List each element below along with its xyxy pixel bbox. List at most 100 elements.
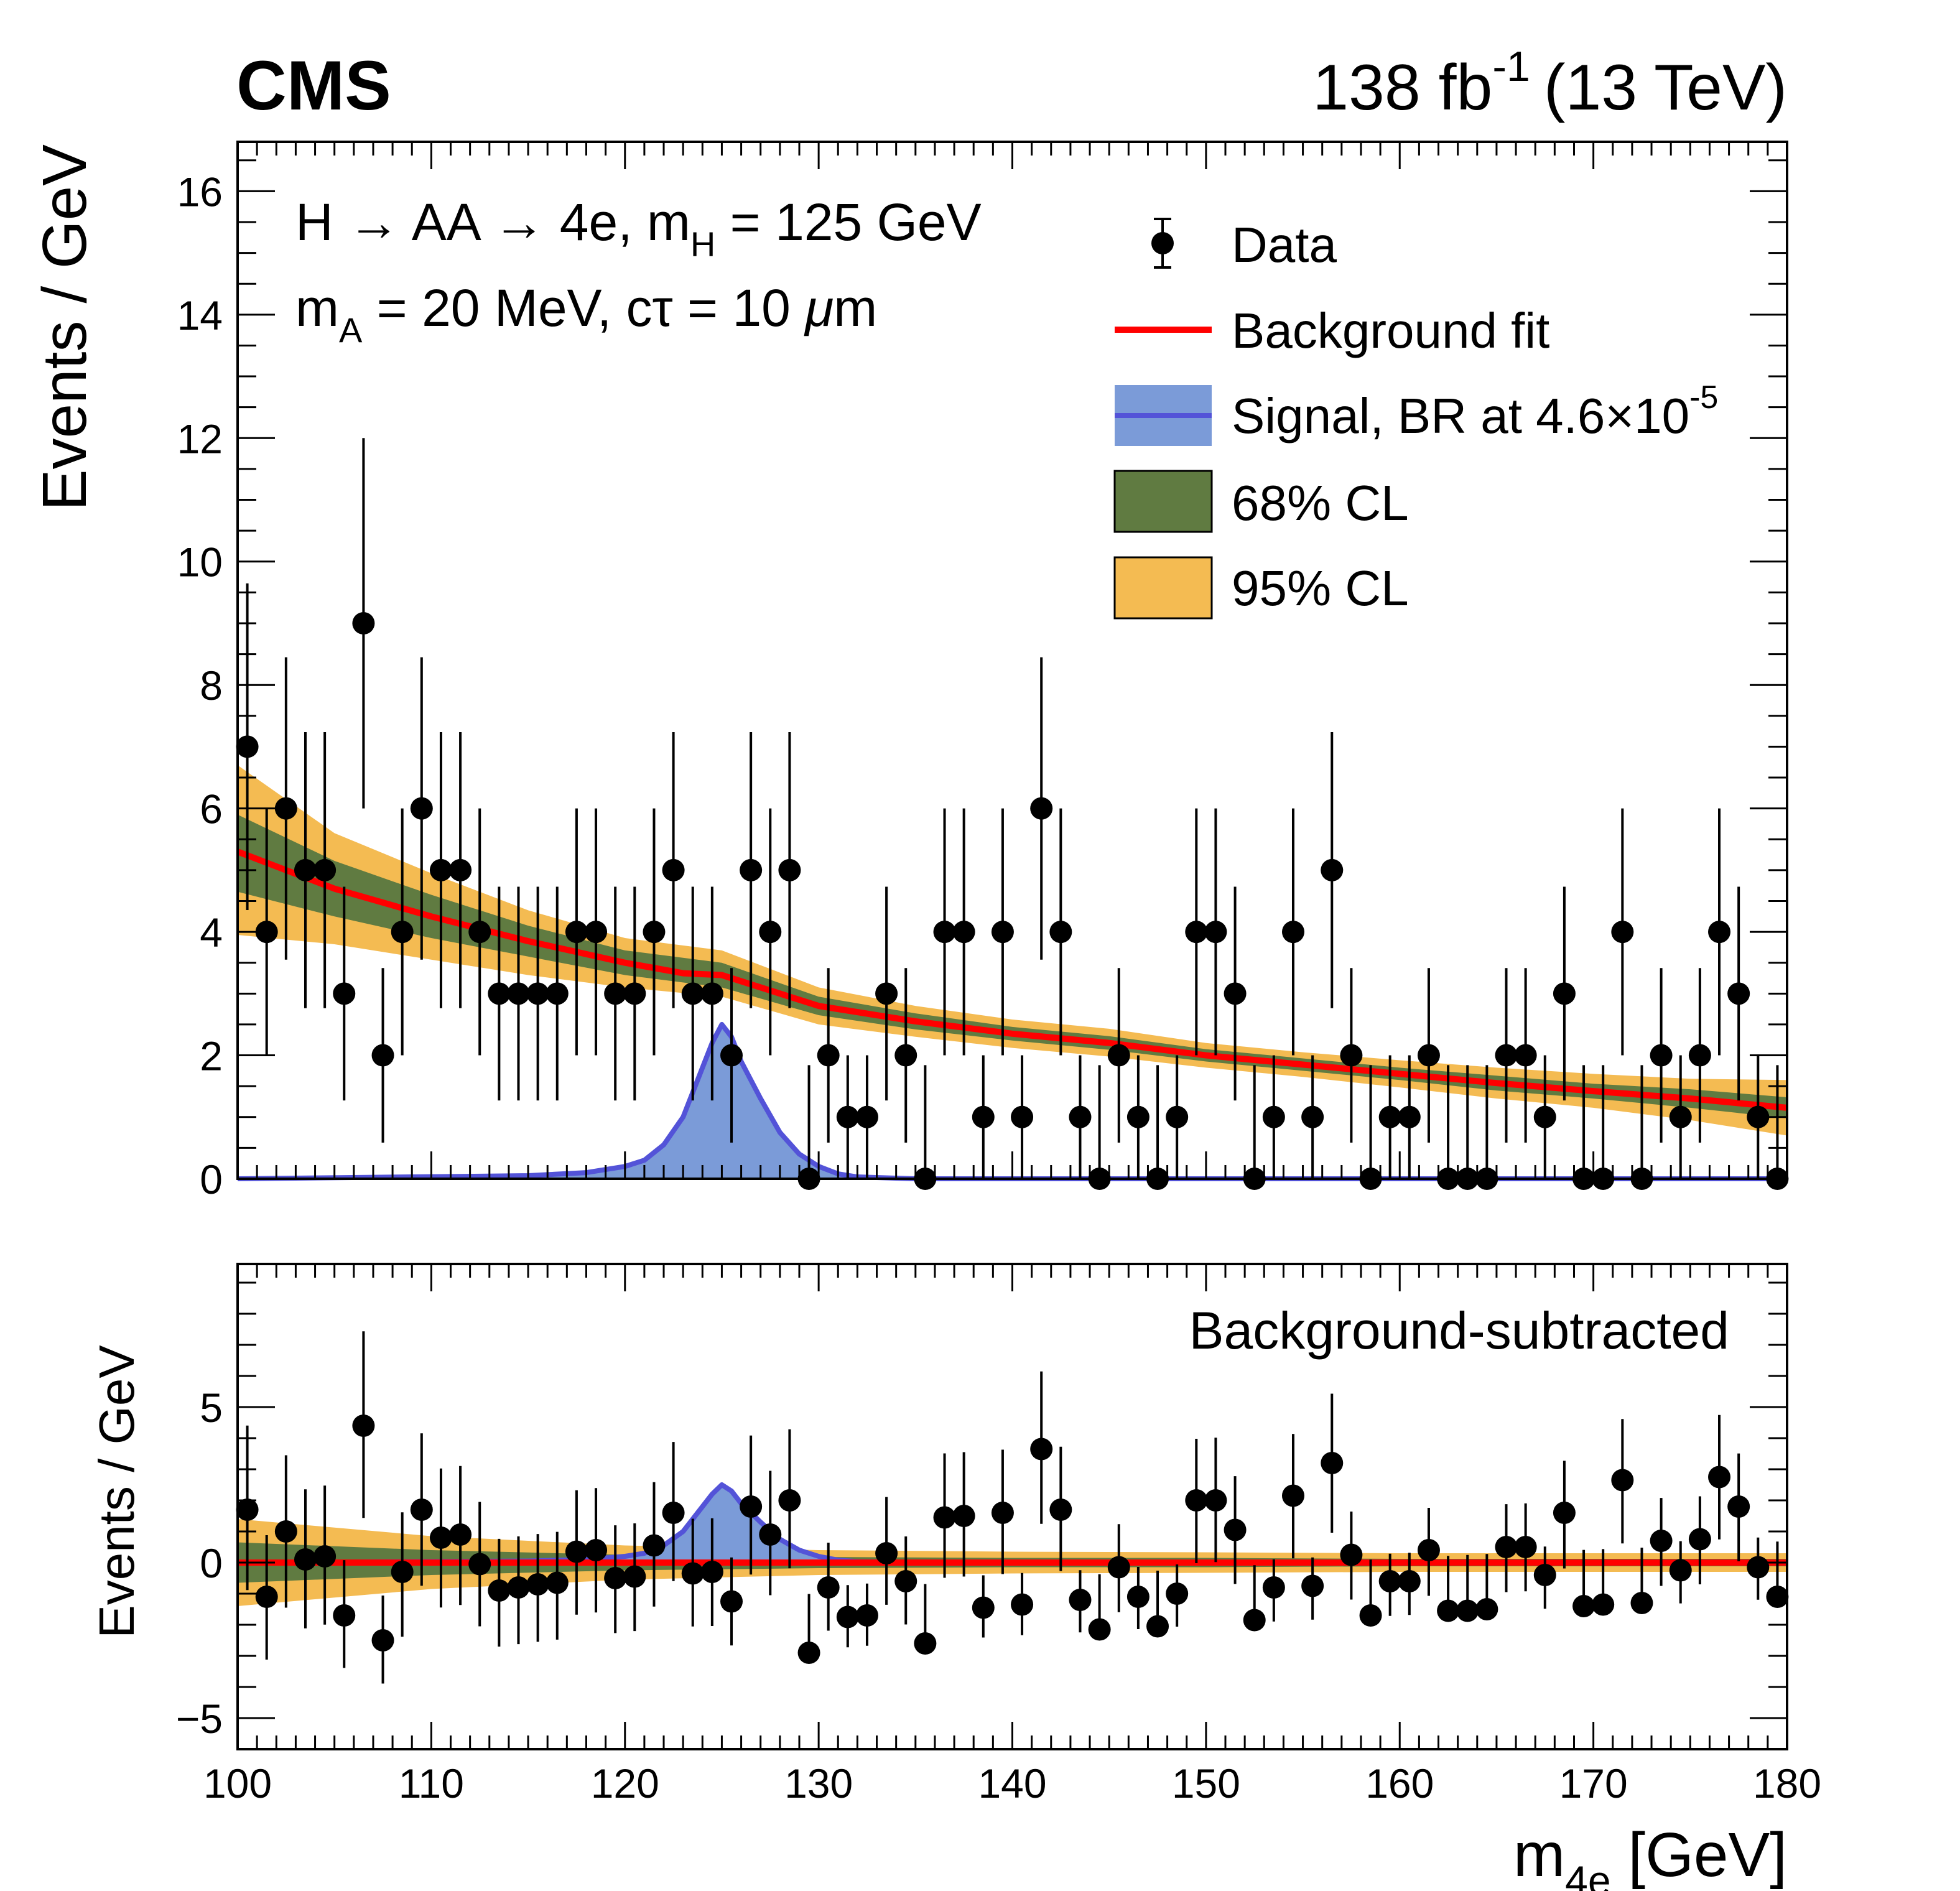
data-marker [1456, 1599, 1479, 1622]
data-point [1088, 1574, 1111, 1641]
data-point [1456, 1554, 1479, 1622]
data-marker [526, 1573, 549, 1596]
data-marker [1049, 1498, 1072, 1521]
data-point [1049, 808, 1072, 1056]
data-point [1166, 1055, 1189, 1179]
y-tick-label: 12 [177, 416, 223, 462]
data-point [1185, 808, 1208, 1056]
data-point [391, 1512, 414, 1637]
data-point [1378, 1553, 1401, 1616]
data-marker [1572, 1595, 1595, 1617]
data-point [410, 1433, 433, 1586]
x-tick-label: 160 [1365, 1760, 1434, 1806]
data-point [1747, 1055, 1770, 1179]
data-point [507, 886, 530, 1101]
data-marker [274, 1520, 297, 1543]
data-point [1688, 1496, 1711, 1584]
data-marker [972, 1105, 995, 1128]
data-marker [546, 1571, 569, 1594]
data-marker [1011, 1593, 1034, 1616]
bottom-panel-label: Background-subtracted [1189, 1301, 1729, 1360]
data-point [1321, 732, 1344, 1008]
data-marker [1727, 982, 1750, 1005]
data-point [371, 968, 394, 1143]
data-marker [1708, 1466, 1731, 1489]
data-point [1398, 1553, 1421, 1615]
data-marker [1688, 1528, 1711, 1551]
data-point [507, 1536, 530, 1645]
data-point [410, 657, 433, 960]
top-y-axis-title: Events / GeV [30, 144, 100, 511]
data-point [759, 1471, 782, 1596]
model-annotation: mA = 20 MeV, cτ = 10 μm [295, 279, 877, 350]
data-point [952, 1452, 975, 1577]
top-data-points [236, 438, 1789, 1190]
data-point [759, 808, 782, 1056]
data-marker [681, 982, 704, 1005]
data-marker [740, 858, 763, 881]
data-marker [429, 1526, 452, 1549]
data-point [604, 886, 627, 1101]
data-marker [1262, 1576, 1285, 1599]
legend-entry-data: Data [1151, 217, 1337, 272]
data-marker [1049, 921, 1072, 944]
x-tick-label: 120 [591, 1760, 659, 1806]
data-point [449, 732, 472, 1008]
data-marker [1126, 1105, 1150, 1128]
data-marker [1398, 1570, 1421, 1592]
data-marker [585, 921, 608, 944]
data-marker [1340, 1543, 1363, 1566]
top-background-fit [236, 848, 1788, 1111]
data-point [1011, 1573, 1034, 1635]
data-marker [1224, 1518, 1247, 1541]
data-point [1475, 1554, 1498, 1620]
data-point [1533, 1055, 1556, 1179]
data-point [1688, 968, 1711, 1143]
data-marker [1669, 1105, 1692, 1128]
data-point [1243, 1065, 1266, 1190]
cl68-band [238, 814, 1787, 1118]
data-marker [1766, 1586, 1789, 1608]
y-tick-label: 4 [200, 909, 223, 955]
data-marker [255, 1586, 278, 1608]
data-marker [623, 982, 646, 1005]
data-point [740, 732, 763, 1008]
data-marker [468, 921, 491, 944]
data-point [1514, 1503, 1537, 1592]
data-point [1708, 808, 1731, 1056]
data-marker [914, 1632, 937, 1655]
x-tick-label: 170 [1559, 1760, 1628, 1806]
data-marker [507, 1576, 530, 1599]
data-point [333, 886, 356, 1101]
data-point [352, 438, 375, 809]
data-point [662, 732, 685, 1008]
data-marker [333, 1604, 356, 1627]
data-marker [1321, 858, 1344, 881]
data-point [700, 886, 723, 1101]
data-marker [1185, 921, 1208, 944]
data-marker [565, 921, 588, 944]
data-marker [546, 982, 569, 1005]
data-point [643, 808, 666, 1056]
bottom-data-points [236, 1331, 1789, 1684]
legend-label-signal: Signal, BR at 4.6×10-5 [1232, 379, 1718, 444]
data-point [294, 732, 317, 1008]
data-point [662, 1442, 685, 1581]
data-marker [507, 982, 530, 1005]
data-point [817, 1543, 840, 1631]
data-marker [836, 1605, 859, 1628]
data-point [1437, 1556, 1460, 1622]
data-marker [1185, 1489, 1208, 1512]
data-point [546, 886, 569, 1101]
data-marker [1069, 1105, 1092, 1128]
data-marker [991, 921, 1014, 944]
data-marker [1166, 1105, 1189, 1128]
data-marker [1533, 1105, 1556, 1128]
data-marker [565, 1540, 588, 1563]
data-point [1030, 1371, 1053, 1524]
data-marker [1166, 1582, 1189, 1605]
data-marker [1437, 1599, 1460, 1622]
data-point [952, 808, 975, 1056]
legend-entry-cl95: 95% CL [1113, 556, 1409, 620]
